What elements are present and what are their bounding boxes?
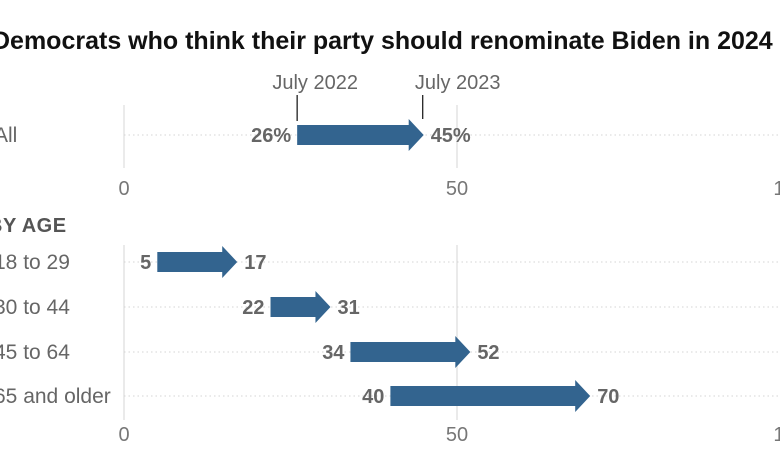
arrow-mark (297, 119, 424, 151)
row-label: 45 to 64 (0, 341, 70, 364)
x-tick-label: 50 (446, 178, 468, 200)
from-value-label: 40 (362, 386, 384, 408)
annotation-to: July 2023 (415, 72, 501, 94)
row-label: All (0, 124, 17, 147)
x-tick-label: 50 (446, 424, 468, 446)
annotation-from: July 2022 (272, 72, 358, 94)
to-value-label: 70 (597, 386, 619, 408)
to-value-label: 52 (477, 342, 499, 364)
to-value-label: 17 (244, 252, 266, 274)
arrow-mark (390, 380, 591, 412)
to-value-label: 31 (337, 297, 359, 319)
row-label: 65 and older (0, 385, 111, 408)
arrow-mark (350, 336, 471, 368)
x-tick-label: 100 (773, 424, 780, 446)
from-value-label: 22 (242, 297, 264, 319)
to-value-label: 45% (431, 125, 471, 147)
from-value-label: 34 (322, 342, 345, 364)
panel-label: BY AGE (0, 215, 67, 237)
row-label: 30 to 44 (0, 296, 70, 319)
arrow-mark (157, 246, 238, 278)
from-value-label: 5 (140, 252, 151, 274)
arrow-mark (270, 291, 331, 323)
x-tick-label: 0 (118, 178, 129, 200)
x-tick-label: 100 (773, 178, 780, 200)
chart-title: Democrats who think their party should r… (0, 27, 773, 55)
x-tick-label: 0 (118, 424, 129, 446)
from-value-label: 26% (251, 125, 291, 147)
row-label: 18 to 29 (0, 251, 70, 274)
